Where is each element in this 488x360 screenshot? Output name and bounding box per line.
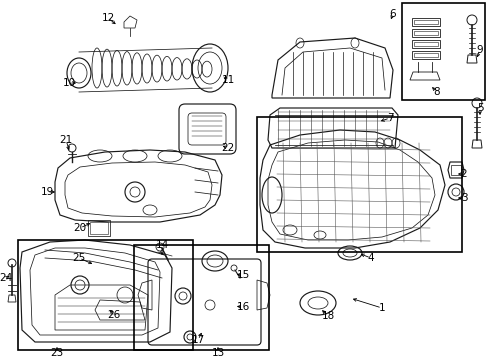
Bar [413, 42, 437, 46]
Bar [18, 240, 193, 350]
Bar [413, 53, 437, 57]
Bar [413, 31, 437, 35]
Text: 4: 4 [367, 253, 373, 263]
Text: 3: 3 [460, 193, 467, 203]
Text: 12: 12 [101, 13, 114, 23]
Bar [257, 117, 461, 252]
Text: 1: 1 [378, 303, 385, 313]
Text: 14: 14 [155, 240, 168, 250]
Text: 22: 22 [221, 143, 234, 153]
Text: 23: 23 [50, 348, 63, 358]
Text: 2: 2 [460, 169, 467, 179]
Text: 17: 17 [191, 335, 204, 345]
Text: 9: 9 [476, 45, 482, 55]
Text: 11: 11 [221, 75, 234, 85]
Text: 21: 21 [59, 135, 73, 145]
Text: 13: 13 [211, 348, 224, 358]
Text: 6: 6 [389, 9, 395, 19]
Text: 16: 16 [236, 302, 249, 312]
Text: 15: 15 [236, 270, 249, 280]
Text: 5: 5 [476, 103, 482, 113]
Text: 18: 18 [321, 311, 334, 321]
Text: 25: 25 [72, 253, 85, 263]
Text: 26: 26 [107, 310, 121, 320]
Text: 19: 19 [41, 187, 54, 197]
Bar [411, 18, 439, 26]
Bar [90, 222, 108, 234]
Bar [413, 20, 437, 24]
Bar [134, 245, 268, 350]
Text: 10: 10 [62, 78, 76, 88]
Bar [411, 51, 439, 59]
Bar [450, 165, 460, 175]
Text: 24: 24 [0, 273, 13, 283]
Text: 20: 20 [73, 223, 86, 233]
Text: 7: 7 [386, 113, 392, 123]
Bar [401, 3, 484, 100]
Bar [411, 40, 439, 48]
Bar [88, 220, 110, 236]
Bar [411, 29, 439, 37]
Text: 8: 8 [433, 87, 439, 97]
